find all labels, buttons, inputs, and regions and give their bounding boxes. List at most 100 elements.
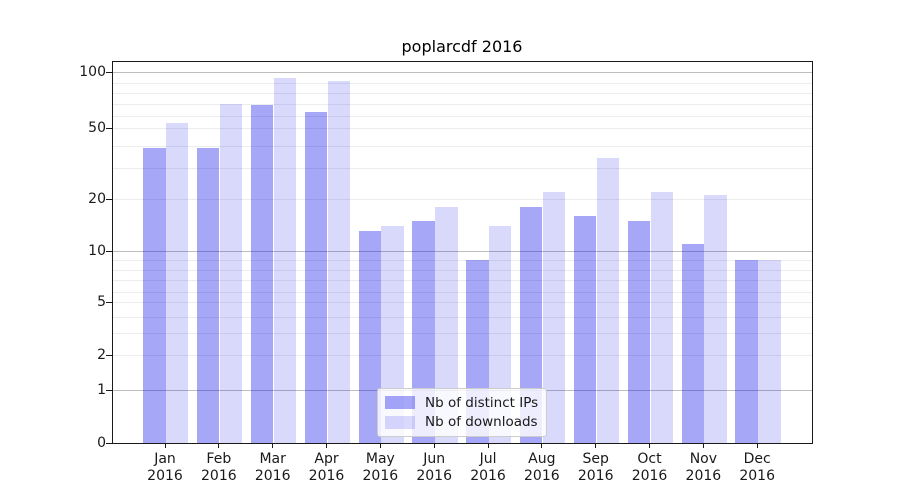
x-tick-label-apr: Apr 2016 — [299, 451, 355, 485]
x-tick-mark-jan — [164, 443, 166, 448]
gridline-minor-3 — [113, 332, 812, 334]
x-tick-label-sep: Sep 2016 — [568, 451, 624, 485]
chart-title: poplarcdf 2016 — [401, 37, 523, 56]
legend-swatch-downloads — [385, 415, 415, 429]
x-tick-year-jun: 2016 — [416, 468, 452, 484]
bar-nb-of-downloads-jun — [435, 206, 458, 443]
bar-nb-of-downloads-mar — [273, 78, 297, 443]
gridline-minor-30 — [113, 167, 812, 169]
bar-nb-of-distinct-ips-apr — [304, 112, 328, 443]
bar-nb-of-distinct-ips-dec — [735, 260, 758, 443]
y-tick-label-20: 20 — [88, 191, 106, 207]
bar-nb-of-downloads-apr — [327, 80, 350, 443]
bar-nb-of-distinct-ips-jan — [143, 147, 166, 443]
x-tick-mark-may — [379, 443, 381, 448]
gridline-minor-7 — [113, 279, 812, 281]
x-tick-mark-nov — [702, 443, 704, 448]
gridline-minor-60 — [113, 115, 812, 117]
x-tick-label-oct: Oct 2016 — [622, 451, 678, 485]
gridline-major-100 — [113, 71, 812, 73]
y-tick-mark-10 — [106, 250, 112, 252]
gridline-minor-2 — [113, 354, 812, 356]
x-tick-mark-apr — [326, 443, 327, 448]
x-tick-mark-sep — [595, 443, 597, 448]
bar-nb-of-downloads-oct — [650, 191, 673, 443]
x-tick-label-mar: Mar 2016 — [245, 451, 301, 485]
legend: Nb of distinct IPs Nb of downloads — [377, 388, 547, 437]
bar-nb-of-downloads-sep — [596, 158, 620, 443]
x-tick-month-sep: Sep — [582, 451, 609, 467]
x-tick-label-jun: Jun 2016 — [406, 451, 462, 485]
bar-nb-of-downloads-aug — [542, 191, 566, 443]
y-tick-label-0: 0 — [97, 435, 106, 451]
y-tick-label-1: 1 — [97, 382, 106, 398]
x-tick-mark-feb — [218, 443, 220, 448]
x-tick-label-feb: Feb 2016 — [191, 451, 247, 485]
gridline-minor-20 — [113, 198, 812, 200]
bar-nb-of-downloads-dec — [758, 260, 781, 443]
x-tick-label-jul: Jul 2016 — [460, 451, 516, 485]
x-tick-mark-jul — [487, 443, 489, 448]
gridline-minor-40 — [113, 145, 812, 147]
gridline-minor-8 — [113, 269, 812, 271]
gridline-major-10 — [113, 250, 812, 252]
bar-nb-of-distinct-ips-feb — [197, 147, 220, 443]
x-tick-month-jun: Jun — [423, 451, 446, 467]
bar-nb-of-downloads-feb — [219, 104, 243, 443]
gridline-minor-80 — [113, 92, 812, 94]
x-tick-month-feb: Feb — [206, 451, 232, 467]
bar-nb-of-distinct-ips-jun — [412, 220, 435, 443]
x-tick-month-nov: Nov — [689, 451, 718, 467]
x-tick-label-jan: Jan 2016 — [137, 451, 193, 485]
x-tick-mark-oct — [649, 443, 651, 448]
bar-nb-of-distinct-ips-mar — [250, 105, 274, 443]
y-tick-mark-20 — [106, 198, 112, 200]
x-tick-label-aug: Aug 2016 — [514, 451, 570, 485]
x-tick-year-oct: 2016 — [631, 468, 668, 484]
y-tick-label-50: 50 — [88, 120, 106, 136]
bar-nb-of-downloads-nov — [704, 195, 727, 443]
x-tick-year-nov: 2016 — [685, 468, 722, 484]
plot-area — [112, 61, 813, 444]
x-tick-month-aug: Aug — [528, 451, 556, 467]
y-tick-mark-0 — [106, 442, 112, 444]
x-tick-label-dec: Dec 2016 — [729, 451, 785, 485]
y-tick-mark-100 — [106, 71, 112, 73]
x-tick-month-jan: Jan — [154, 451, 176, 467]
x-tick-year-jul: 2016 — [470, 468, 506, 484]
x-tick-month-jul: Jul — [479, 451, 497, 467]
x-tick-year-dec: 2016 — [739, 468, 775, 484]
x-tick-label-may: May 2016 — [352, 451, 408, 485]
gridline-minor-50 — [113, 127, 812, 129]
bar-nb-of-distinct-ips-nov — [681, 243, 704, 443]
gridline-minor-5 — [113, 301, 812, 303]
x-tick-year-may: 2016 — [362, 468, 399, 484]
y-tick-mark-50 — [106, 127, 112, 129]
x-tick-month-apr: Apr — [314, 451, 339, 467]
gridline-minor-4 — [113, 316, 812, 318]
x-tick-month-dec: Dec — [743, 451, 771, 467]
x-tick-month-may: May — [365, 451, 395, 467]
bar-nb-of-distinct-ips-sep — [573, 215, 597, 443]
x-tick-year-feb: 2016 — [201, 468, 237, 484]
legend-swatch-distinct-ips — [385, 396, 415, 410]
y-tick-label-2: 2 — [97, 347, 106, 363]
bar-nb-of-distinct-ips-oct — [627, 220, 651, 443]
x-tick-mark-dec — [756, 443, 758, 448]
gridline-minor-6 — [113, 291, 812, 293]
y-tick-label-10: 10 — [88, 243, 106, 259]
x-tick-month-oct: Oct — [637, 451, 662, 467]
x-tick-month-mar: Mar — [259, 451, 286, 467]
x-tick-mark-jun — [433, 443, 435, 448]
x-tick-mark-mar — [272, 443, 274, 448]
bar-nb-of-downloads-jan — [166, 122, 189, 443]
y-tick-label-5: 5 — [97, 294, 106, 310]
y-tick-mark-5 — [106, 301, 112, 303]
legend-item-downloads: Nb of downloads — [385, 413, 539, 433]
gridline-minor-70 — [113, 103, 812, 105]
y-tick-mark-1 — [106, 389, 112, 391]
x-tick-year-sep: 2016 — [577, 468, 614, 484]
legend-item-distinct-ips: Nb of distinct IPs — [385, 393, 539, 413]
y-tick-label-100: 100 — [79, 64, 106, 80]
